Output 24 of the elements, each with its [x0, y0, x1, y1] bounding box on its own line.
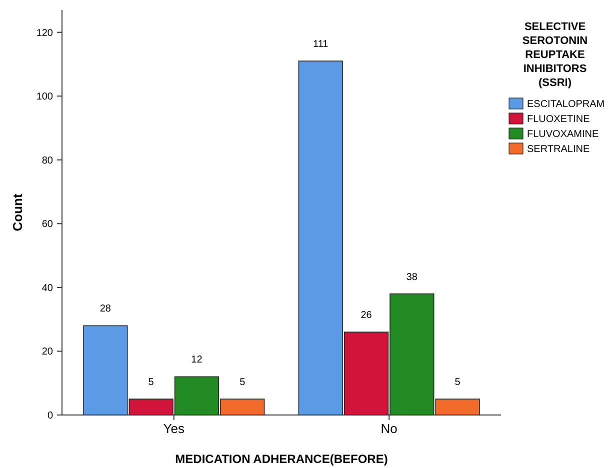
- y-axis-title: Count: [10, 193, 25, 232]
- y-tick-label: 40: [42, 282, 54, 294]
- y-tick-label: 80: [42, 155, 54, 166]
- data-label: 28: [100, 304, 112, 315]
- y-tick-label: 120: [36, 28, 54, 39]
- data-label: 12: [191, 354, 203, 366]
- data-label: 38: [406, 272, 418, 283]
- legend-label: SERTRALINE: [527, 144, 590, 155]
- data-label: 5: [240, 377, 246, 388]
- data-label: 5: [148, 377, 154, 388]
- y-tick-label: 60: [42, 219, 54, 230]
- legend-label: ESCITALOPRAM: [527, 99, 605, 110]
- data-label: 5: [454, 377, 461, 388]
- x-tick-label: No: [380, 421, 398, 436]
- y-tick-label: 0: [47, 410, 54, 422]
- y-tick-label: 20: [42, 346, 54, 358]
- data-label: 26: [360, 310, 372, 322]
- y-tick-label: 100: [36, 92, 54, 103]
- legend-title: SELECTIVE SEROTONIN REUPTAKE INHIBITORS (SSRI): [522, 21, 588, 89]
- x-tick-label: Yes: [163, 421, 185, 436]
- legend-label: FLUOXETINE: [527, 114, 590, 125]
- x-axis-title: MEDICATION ADHERANCE(BEFORE): [175, 452, 388, 466]
- legend-label: FLUVOXAMINE: [527, 129, 600, 140]
- data-label: 111: [313, 39, 329, 50]
